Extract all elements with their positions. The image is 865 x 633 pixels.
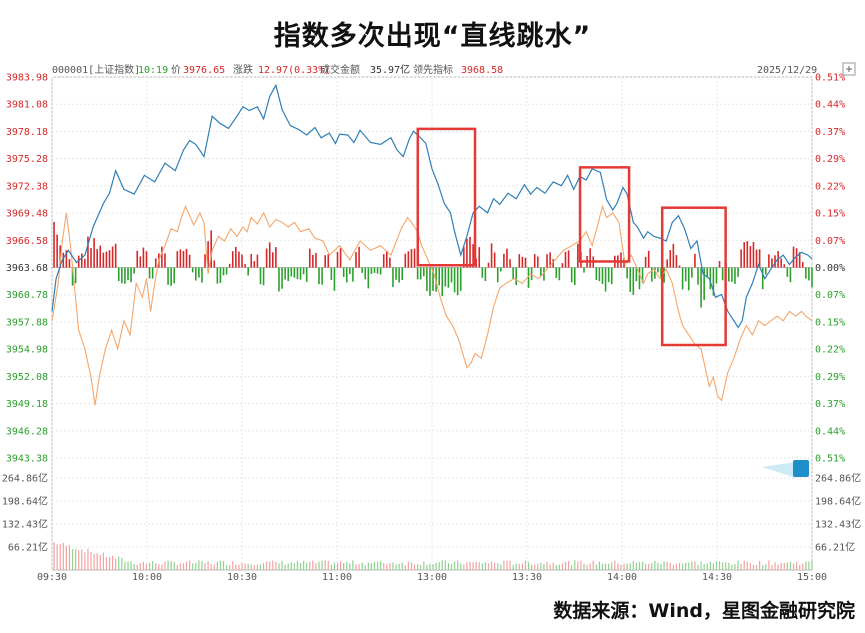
volume-bars xyxy=(53,542,813,570)
dive-highlight-box xyxy=(416,127,477,267)
right-tick-label: 0.51% xyxy=(815,73,845,84)
right-tick-label: 0.44% xyxy=(815,426,845,437)
highlight-boxes xyxy=(416,127,727,347)
header-lead-label: 领先指标 xyxy=(413,63,453,76)
dive-highlight-box xyxy=(660,206,727,347)
header-amount: 35.97亿 xyxy=(370,63,410,76)
header-time: 10:19 xyxy=(138,65,168,76)
change-bars xyxy=(53,221,813,308)
left-tick-label: 3949.18 xyxy=(6,399,48,410)
right-tick-label: 0.51% xyxy=(815,454,845,465)
left-tick-label: 3952.08 xyxy=(6,372,48,383)
left-tick-label: 3966.58 xyxy=(6,236,48,247)
right-tick-label: 0.07% xyxy=(815,236,845,247)
volume-left-tick-label: 264.86亿 xyxy=(2,472,48,485)
right-tick-label: 0.22% xyxy=(815,345,845,356)
right-tick-label: 0.29% xyxy=(815,154,845,165)
right-tick-label: 0.07% xyxy=(815,290,845,301)
header-date: 2025/12/29 xyxy=(757,65,817,76)
axis-labels: 3983.98 0.51% 3981.08 0.44% 3978.18 0.37% 3975… xyxy=(2,73,861,584)
left-tick-label: 3960.78 xyxy=(6,290,48,301)
left-tick-label: 3978.18 xyxy=(6,127,48,138)
time-tick-label: 10:00 xyxy=(132,572,162,583)
cursor-block-icon xyxy=(793,460,809,477)
header-code: 000001[上证指数] xyxy=(52,63,140,76)
left-tick-label: 3957.88 xyxy=(6,317,48,328)
left-tick-label: 3983.98 xyxy=(6,73,48,84)
time-tick-label: 14:00 xyxy=(607,572,637,583)
header-lead: 3968.58 xyxy=(461,65,503,76)
left-tick-label: 3972.38 xyxy=(6,181,48,192)
time-tick-label: 10:30 xyxy=(227,572,257,583)
grid-lines xyxy=(51,76,813,571)
header-change-label: 涨跌 xyxy=(233,63,253,76)
volume-left-tick-label: 198.64亿 xyxy=(2,495,48,508)
chart-title: 指数多次出现“直线跳水” xyxy=(273,21,592,52)
volume-right-tick-label: 198.64亿 xyxy=(815,495,861,508)
cursor-shadow-icon xyxy=(762,462,796,478)
right-tick-label: 0.37% xyxy=(815,127,845,138)
left-tick-label: 3969.48 xyxy=(6,209,48,220)
index-price-line xyxy=(51,83,813,329)
time-tick-label: 14:30 xyxy=(702,572,732,583)
right-tick-label: 0.44% xyxy=(815,100,845,111)
left-tick-label: 3954.98 xyxy=(6,345,48,356)
chart-header: 000001[上证指数] 10:19 价 3976.65 涨跌 12.97(0.… xyxy=(52,62,856,76)
right-tick-label: 0.22% xyxy=(815,181,845,192)
plus-icon xyxy=(846,66,852,72)
volume-right-tick-label: 132.43亿 xyxy=(815,518,861,531)
right-tick-label: 0.15% xyxy=(815,209,845,220)
left-tick-label: 3946.28 xyxy=(6,426,48,437)
time-tick-label: 09:30 xyxy=(37,572,67,583)
right-tick-label: 0.00% xyxy=(815,263,845,274)
dive-highlight-box xyxy=(578,166,631,263)
header-amount-label: 成交金额 xyxy=(320,63,360,76)
time-tick-label: 15:00 xyxy=(797,572,827,583)
volume-right-tick-label: 66.21亿 xyxy=(815,541,855,554)
source-note: 数据来源：Wind，星图金融研究院 xyxy=(553,600,855,622)
right-tick-label: 0.29% xyxy=(815,372,845,383)
header-price-label: 价 xyxy=(171,64,181,76)
lead-indicator-line xyxy=(51,204,813,406)
volume-right-tick-label: 264.86亿 xyxy=(815,472,861,485)
time-tick-label: 13:30 xyxy=(512,572,542,583)
time-tick-label: 13:00 xyxy=(417,572,447,583)
volume-left-tick-label: 66.21亿 xyxy=(8,541,48,554)
left-tick-label: 3943.38 xyxy=(6,454,48,465)
series-lines xyxy=(51,83,813,406)
header-price: 3976.65 xyxy=(183,65,225,76)
header-change: 12.97(0.33%) xyxy=(258,65,330,76)
volume-left-tick-label: 132.43亿 xyxy=(2,518,48,531)
left-tick-label: 3975.28 xyxy=(6,154,48,165)
right-tick-label: 0.15% xyxy=(815,317,845,328)
left-tick-label: 3981.08 xyxy=(6,100,48,111)
right-tick-label: 0.37% xyxy=(815,399,845,410)
time-tick-label: 11:00 xyxy=(322,572,352,583)
left-tick-label: 3963.68 xyxy=(6,263,48,274)
cursor-marker xyxy=(762,460,809,478)
